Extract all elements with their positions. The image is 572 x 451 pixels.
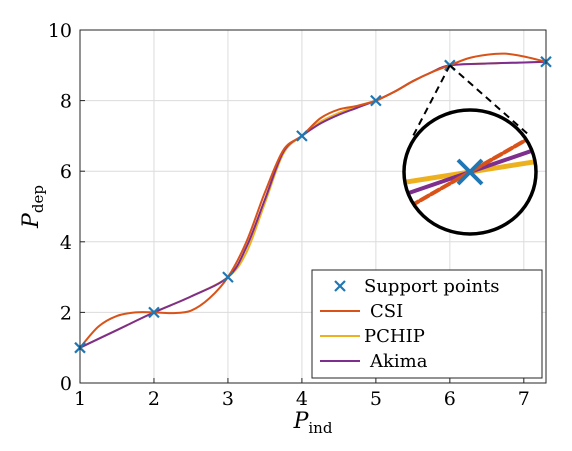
zoom-inset	[402, 64, 538, 236]
x-tick-label: 1	[74, 388, 86, 410]
x-tick-label: 2	[148, 388, 160, 410]
inset-ring	[402, 108, 538, 236]
legend-marker	[334, 280, 346, 292]
legend-item-csi: CSI	[320, 301, 403, 322]
legend-items: Support points CSI PCHIP Akima	[320, 276, 500, 372]
support-point	[296, 130, 308, 142]
x-axis-label-sub: ind	[308, 419, 332, 437]
x-axis-label-main: P	[293, 409, 310, 434]
inset-support-point	[456, 158, 484, 186]
y-tick-label: 2	[60, 302, 72, 324]
legend-item-support-points: Support points	[334, 276, 500, 297]
x-tick-label: 7	[518, 388, 530, 410]
support-point	[222, 271, 234, 283]
y-tick-label: 6	[60, 161, 72, 183]
x-tick-label: 4	[296, 388, 308, 410]
x-tick-label: 6	[444, 388, 456, 410]
support-point	[148, 306, 160, 319]
y-tick-label: 10	[48, 20, 72, 42]
legend-item-akima: Akima	[320, 351, 428, 372]
legend-label: PCHIP	[364, 326, 425, 347]
legend: Support points CSI PCHIP Akima	[311, 269, 543, 379]
inset-connector-left	[411, 64, 451, 139]
x-tick-label: 3	[222, 388, 234, 410]
y-axis-label-main: P	[19, 212, 44, 229]
y-tick-label: 4	[60, 232, 72, 254]
x-axis-label: Pind	[293, 409, 333, 437]
inset-connector-right	[449, 64, 531, 137]
y-axis-label-sub: dep	[29, 185, 47, 213]
tick-labels: 1 2 3 4 5 6 7 0 2 4 6 8 10	[48, 20, 530, 410]
x-tick-label: 5	[370, 388, 382, 410]
plot-frame	[79, 29, 547, 384]
legend-label: Support points	[364, 276, 500, 297]
support-point	[370, 94, 382, 107]
legend-label: Akima	[369, 351, 428, 372]
y-axis-label: Pdep	[19, 185, 47, 229]
y-tick-label: 0	[60, 373, 72, 395]
legend-label: CSI	[370, 301, 403, 322]
legend-item-pchip: PCHIP	[320, 326, 425, 347]
y-tick-label: 8	[60, 91, 72, 113]
